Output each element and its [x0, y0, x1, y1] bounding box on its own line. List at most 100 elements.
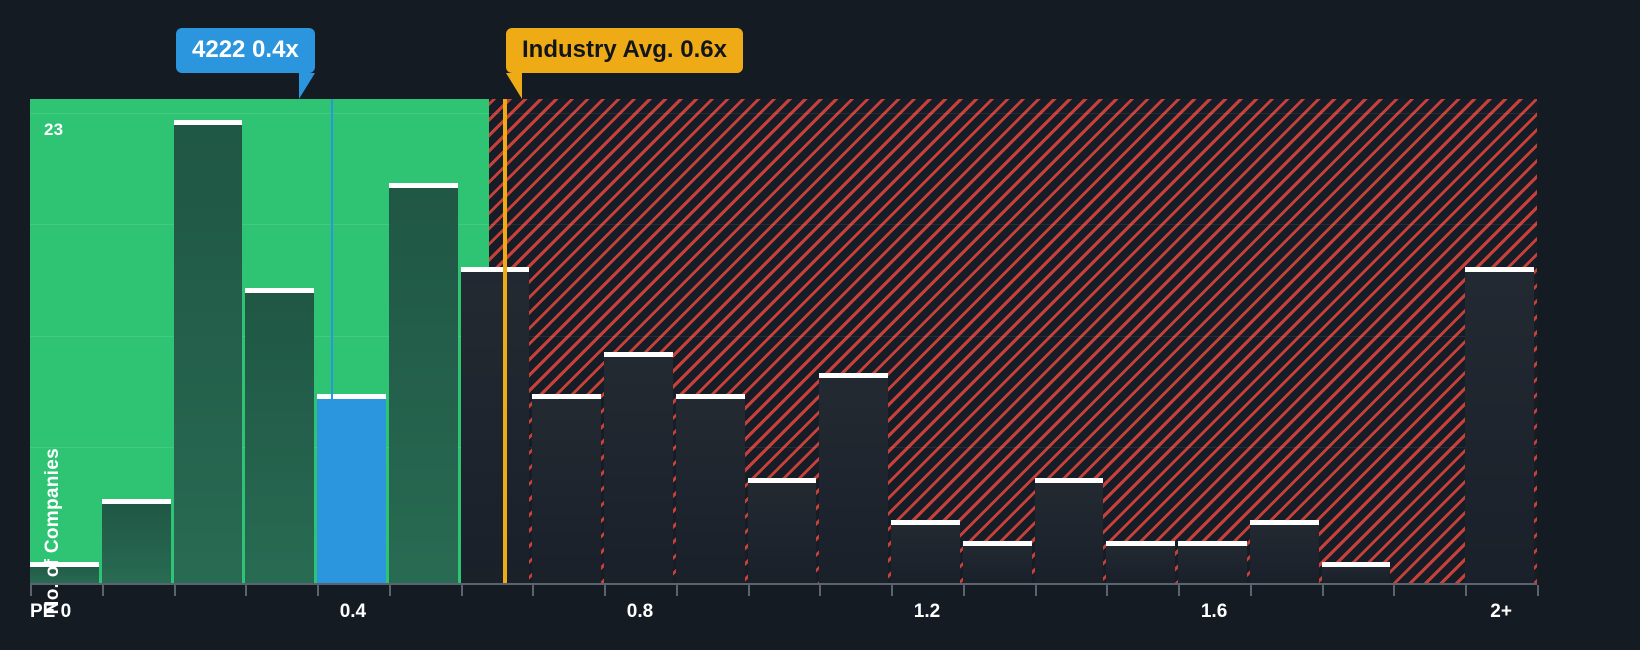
- bar-body: [1106, 540, 1176, 583]
- bar-cap: [1465, 267, 1534, 273]
- histogram-bar[interactable]: [245, 288, 315, 583]
- x-axis-tick: [532, 585, 535, 596]
- histogram-bar[interactable]: [317, 393, 386, 583]
- histogram-bar[interactable]: [891, 519, 960, 583]
- bar-cap: [675, 393, 745, 399]
- bar-cap: [962, 540, 1032, 546]
- bar-cap: [30, 561, 99, 567]
- bar-cap: [460, 267, 530, 273]
- histogram-bars: [30, 99, 1537, 583]
- bar-cap: [819, 372, 889, 378]
- x-axis-tick: [1034, 585, 1037, 596]
- x-axis-tick: [460, 585, 463, 596]
- callout-tail-icon: [298, 73, 315, 100]
- x-axis-tick-label: 0: [60, 601, 72, 622]
- bar-cap: [1106, 540, 1176, 546]
- x-axis-tick-label: 1.2: [913, 601, 941, 622]
- bar-body: [101, 498, 171, 583]
- bar-body: [30, 561, 99, 583]
- bar-body: [245, 288, 315, 583]
- bar-body: [962, 540, 1032, 583]
- x-axis-tick: [1106, 585, 1109, 596]
- histogram-bar[interactable]: [1106, 540, 1176, 583]
- x-axis-tick: [604, 585, 607, 596]
- x-axis-tick: [962, 585, 965, 596]
- histogram-bar[interactable]: [1465, 267, 1534, 583]
- x-axis-tick: [1465, 585, 1468, 596]
- x-axis-tick: [317, 585, 320, 596]
- bar-body: [891, 519, 960, 583]
- x-axis-tick: [1537, 585, 1539, 596]
- histogram-bar[interactable]: [532, 393, 602, 583]
- x-axis-line: [30, 583, 1537, 585]
- bar-body: [173, 120, 243, 583]
- bar-body: [604, 351, 673, 583]
- histogram-bar[interactable]: [1321, 561, 1391, 583]
- bar-body: [460, 267, 530, 583]
- histogram-bar[interactable]: [962, 540, 1032, 583]
- bar-body: [1465, 267, 1534, 583]
- histogram-bar[interactable]: [1249, 519, 1319, 583]
- x-axis-tick: [1249, 585, 1252, 596]
- x-axis-tick: [1321, 585, 1324, 596]
- industry-average-callout[interactable]: Industry Avg. 0.6x: [506, 28, 743, 100]
- bar-cap: [1249, 519, 1319, 525]
- histogram-bar[interactable]: [30, 561, 99, 583]
- histogram-bar[interactable]: [1178, 540, 1247, 583]
- x-axis-title: PE: [30, 601, 56, 622]
- company-marker-line: [331, 99, 334, 583]
- company-callout[interactable]: 4222 0.4x: [176, 28, 315, 100]
- x-axis-tick: [891, 585, 894, 596]
- bar-cap: [388, 183, 458, 189]
- bar-body: [1034, 477, 1104, 583]
- bar-body: [675, 393, 745, 583]
- y-axis-title: No. of Companies: [42, 447, 63, 614]
- plot-area: [30, 99, 1537, 583]
- histogram-bar[interactable]: [173, 120, 243, 583]
- histogram-bar[interactable]: [819, 372, 889, 583]
- x-axis-tick: [173, 585, 176, 596]
- bar-cap: [317, 393, 386, 399]
- histogram-bar[interactable]: [388, 183, 458, 583]
- y-axis-max-label: 23: [44, 120, 64, 139]
- industry-average-callout-label: Industry Avg. 0.6x: [522, 36, 727, 63]
- x-axis-tick-label: 2+: [1490, 601, 1512, 622]
- x-axis-tick: [819, 585, 822, 596]
- x-axis-tick: [1178, 585, 1181, 596]
- histogram-bar[interactable]: [460, 267, 530, 583]
- x-axis-tick: [1393, 585, 1396, 596]
- bar-cap: [1178, 540, 1247, 546]
- bar-cap: [1034, 477, 1104, 483]
- bar-cap: [532, 393, 602, 399]
- histogram-bar[interactable]: [747, 477, 817, 583]
- callout-tail-icon: [506, 73, 522, 100]
- bar-body: [317, 393, 386, 583]
- bar-body: [532, 393, 602, 583]
- industry-average-marker-line: [503, 99, 508, 583]
- company-callout-label: 4222 0.4x: [192, 36, 299, 63]
- histogram-bar[interactable]: [604, 351, 673, 583]
- x-axis-tick-label: 1.6: [1200, 601, 1228, 622]
- bar-body: [1178, 540, 1247, 583]
- x-axis-tick-label: 0.8: [626, 601, 654, 622]
- bar-cap: [1321, 561, 1391, 567]
- histogram-bar[interactable]: [675, 393, 745, 583]
- x-axis-tick: [245, 585, 248, 596]
- bar-cap: [245, 288, 315, 294]
- bar-cap: [101, 498, 171, 504]
- x-axis-tick: [388, 585, 391, 596]
- bar-body: [388, 183, 458, 583]
- bar-cap: [173, 120, 243, 126]
- bar-body: [747, 477, 817, 583]
- histogram-bar[interactable]: [1034, 477, 1104, 583]
- histogram-bar[interactable]: [101, 498, 171, 583]
- bar-cap: [891, 519, 960, 525]
- x-axis-tick: [30, 585, 32, 596]
- bar-body: [1321, 561, 1391, 583]
- x-axis-tick: [101, 585, 104, 596]
- x-axis-tick-label: 0.4: [339, 601, 367, 622]
- bar-body: [1249, 519, 1319, 583]
- bar-cap: [747, 477, 817, 483]
- x-axis-tick: [747, 585, 750, 596]
